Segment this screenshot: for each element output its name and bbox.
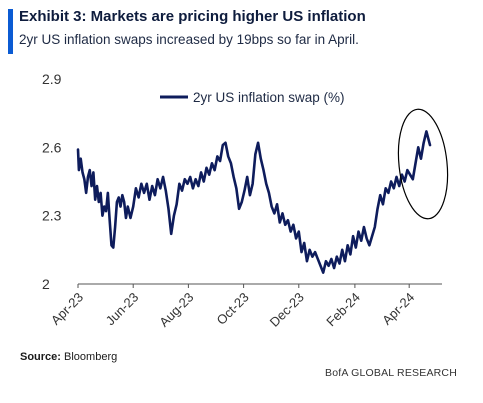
y-tick-label: 2 — [42, 276, 50, 292]
highlight-ellipse — [397, 108, 449, 220]
y-tick-label: 2.9 — [42, 71, 62, 87]
chart-title: Exhibit 3: Markets are pricing higher US… — [19, 8, 366, 25]
legend: 2yr US inflation swap (%) — [160, 90, 345, 105]
accent-bar — [8, 9, 13, 54]
x-tick-label: Apr-24 — [379, 290, 417, 328]
brand-label: BofA GLOBAL RESEARCH — [325, 367, 457, 379]
x-tick-label: Aug-23 — [156, 290, 196, 330]
y-axis: 2.9 2.6 2.3 2 — [42, 71, 62, 292]
x-tick-label: Oct-23 — [214, 290, 252, 328]
source-note: Source: Bloomberg — [20, 351, 117, 363]
series-layer — [76, 130, 432, 274]
series-line — [76, 130, 432, 274]
y-tick-label: 2.6 — [42, 139, 62, 155]
source-value: Bloomberg — [64, 351, 118, 363]
legend-label: 2yr US inflation swap (%) — [193, 90, 345, 105]
x-axis: Apr-23 Jun-23 Aug-23 Oct-23 Dec-23 Feb-24 Apr-… — [48, 283, 442, 330]
annotation-layer — [397, 108, 449, 220]
y-tick-label: 2.3 — [42, 208, 62, 224]
x-tick-label: Dec-23 — [267, 290, 307, 330]
chart-subtitle: 2yr US inflation swaps increased by 19bp… — [19, 32, 359, 47]
x-tick-label: Apr-23 — [48, 290, 86, 328]
source-label: Source: — [20, 351, 61, 363]
x-tick-label: Feb-24 — [323, 290, 363, 330]
x-tick-label: Jun-23 — [103, 290, 142, 329]
